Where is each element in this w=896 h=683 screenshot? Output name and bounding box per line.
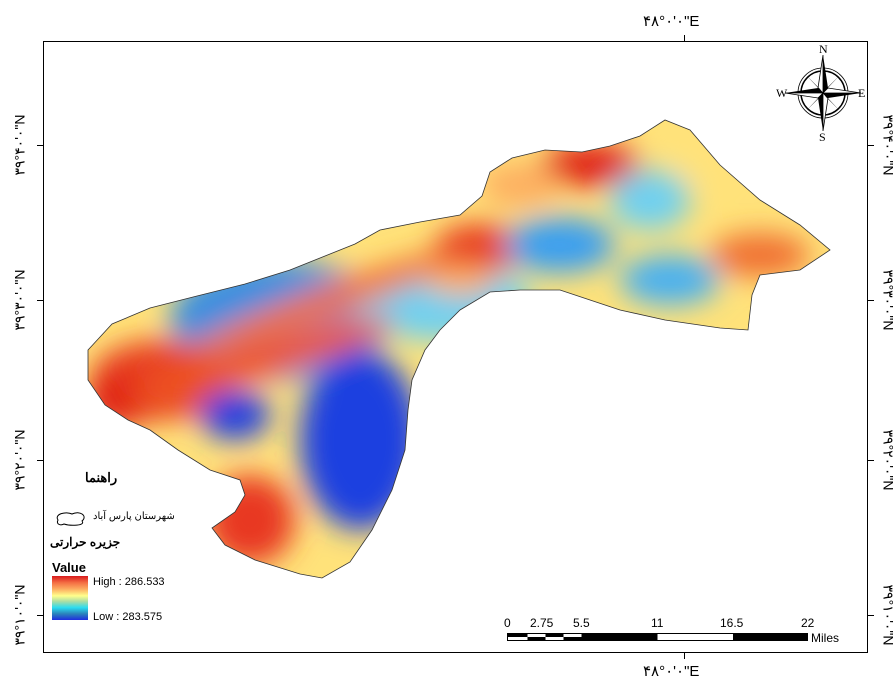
tick-right — [868, 300, 874, 301]
legend-high-label: High : 286.533 — [93, 576, 165, 588]
legend-low-label: Low : 283.575 — [93, 611, 163, 623]
scale-label: 2.75 — [530, 616, 554, 630]
coord-right-label: ۳۹°۳۰'۰"N — [880, 269, 896, 331]
boundary-symbol-icon — [56, 512, 85, 526]
compass-e-label: E — [858, 86, 866, 100]
compass-s-label: S — [819, 130, 826, 144]
tick-left — [37, 145, 43, 146]
compass-rose: N S W E — [770, 42, 870, 145]
legend-color-ramp — [52, 576, 88, 620]
legend-title: راهنما — [85, 470, 118, 485]
tick-right — [868, 460, 874, 461]
tick-left — [37, 460, 43, 461]
legend-heat-island-label: جزیره حرارتی — [50, 535, 121, 549]
scale-bar — [507, 633, 808, 641]
coord-bottom-label: ۴۸°۰'۰"E — [643, 663, 700, 680]
scale-label: 5.5 — [573, 616, 590, 630]
scale-label: 0 — [504, 616, 511, 630]
coord-left-label: ۳۹°۲۰'۰"N — [11, 429, 28, 491]
tick-left — [37, 615, 43, 616]
coord-right-label: ۳۹°۲۰'۰"N — [880, 429, 896, 491]
tick-left — [37, 300, 43, 301]
scale-label: 11 — [651, 616, 664, 630]
coord-right-label: ۳۹°۴۰'۰"N — [880, 114, 896, 176]
compass-w-label: W — [776, 86, 788, 100]
compass-rose-icon — [784, 54, 862, 132]
coord-top-label: ۴۸°۰'۰"E — [643, 13, 700, 30]
tick-right — [868, 615, 874, 616]
coord-left-label: ۳۹°۱۰'۰"N — [11, 584, 28, 646]
coord-left-label: ۳۹°۳۰'۰"N — [11, 269, 28, 331]
tick-bottom — [684, 653, 685, 659]
legend-value-title: Value — [52, 560, 86, 575]
tick-right — [868, 145, 874, 146]
coord-right-label: ۳۹°۱۰'۰"N — [880, 584, 896, 646]
scale-label: 16.5 — [720, 616, 744, 630]
scale-unit-label: Miles — [811, 631, 840, 645]
legend-boundary-label: شهرستان پارس آباد — [93, 511, 175, 522]
scale-label: 22 — [801, 616, 815, 630]
compass-n-label: N — [819, 42, 828, 56]
tick-top — [684, 35, 685, 41]
coord-left-label: ۳۹°۴۰'۰"N — [11, 114, 28, 176]
